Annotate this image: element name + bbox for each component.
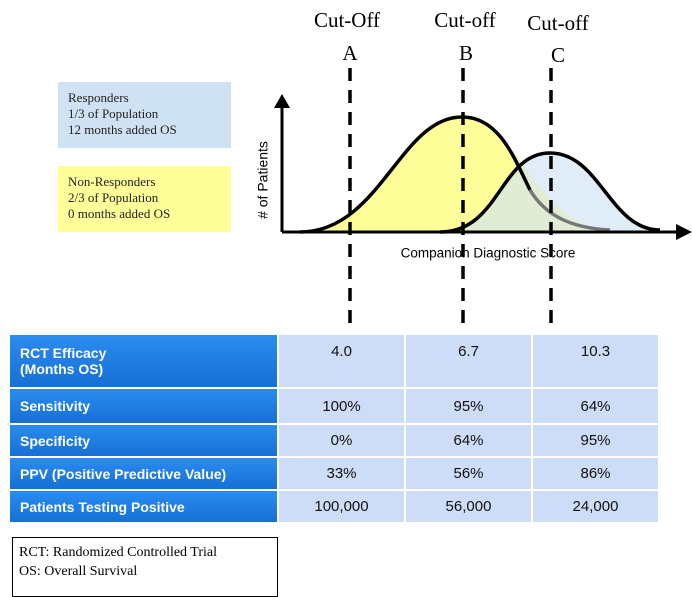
cutoff-letter: C	[551, 43, 565, 67]
table-cell: 95%	[404, 387, 533, 425]
legend-line: 0 months added OS	[68, 206, 171, 221]
table-row: Specificity 0% 64% 95%	[8, 423, 660, 458]
table-cell: 33%	[277, 456, 406, 491]
table-cell: 100,000	[277, 489, 406, 524]
table-row: Sensitivity 100% 95% 64%	[8, 387, 660, 425]
row-label-line: Patients Testing Positive	[20, 498, 185, 515]
table-cell: 64%	[531, 387, 660, 425]
row-label: PPV (Positive Predictive Value)	[8, 456, 279, 491]
table-cell: 24,000	[531, 489, 660, 524]
table-cell: 86%	[531, 456, 660, 491]
responder-curve	[439, 151, 661, 234]
table-row: Patients Testing Positive 100,000 56,000 24…	[8, 489, 660, 524]
x-arrow	[676, 224, 692, 240]
x-label-bg	[374, 243, 602, 263]
table-cell: 4.0	[277, 333, 406, 389]
row-label-line: Specificity	[20, 432, 91, 449]
table-cell: 6.7	[404, 333, 533, 389]
table-cell: 100%	[277, 387, 406, 425]
row-label: Patients Testing Positive	[8, 489, 279, 524]
cutoff-label: Cut-Off	[314, 8, 380, 32]
table-cell: 56,000	[404, 489, 533, 524]
non-responders-legend: Non-Responders 2/3 of Population 0 month…	[58, 166, 231, 232]
footnote-line: OS: Overall Survival	[19, 564, 138, 579]
row-label: RCT Efficacy (Months OS)	[8, 333, 279, 389]
row-label: Specificity	[8, 423, 279, 458]
cutoff-label: Cut-off	[434, 8, 495, 32]
y-arrow	[274, 94, 290, 108]
footnote-line: RCT: Randomized Controlled Trial	[19, 545, 218, 560]
cutoff-letter: A	[342, 41, 358, 65]
table-cell: 64%	[404, 423, 533, 458]
table-cell: 56%	[404, 456, 533, 491]
responder-area	[440, 153, 660, 232]
legend-line: Responders	[68, 90, 129, 105]
legend-line: Non-Responders	[68, 174, 156, 189]
y-axis-label: # of Patients	[255, 141, 271, 219]
row-label-line: PPV (Positive Predictive Value)	[20, 465, 227, 482]
table-row: PPV (Positive Predictive Value) 33% 56% 86%	[8, 456, 660, 491]
results-table: RCT Efficacy (Months OS) 4.0 6.7 10.3 Sensiti…	[8, 333, 660, 524]
footnote: RCT: Randomized Controlled Trial OS: Ove…	[12, 537, 278, 597]
table-cell: 10.3	[531, 333, 660, 389]
distribution-diagram: # of Patients Companion Diagnostic Score…	[255, 8, 692, 332]
table-cell: 0%	[277, 423, 406, 458]
cutoff-label: Cut-off	[527, 11, 588, 35]
non-responder-tail	[528, 189, 611, 232]
row-label: Sensitivity	[8, 387, 279, 425]
row-label-line: Sensitivity	[20, 398, 91, 414]
row-label-line: RCT Efficacy	[20, 345, 107, 361]
legend-line: 2/3 of Population	[68, 190, 159, 205]
x-axis-label: Companion Diagnostic Score	[401, 246, 576, 261]
legend-line: 1/3 of Population	[68, 106, 159, 121]
row-label-line: (Months OS)	[20, 361, 104, 377]
non-responder-curve	[299, 115, 532, 234]
cutoff-letter: B	[459, 41, 473, 65]
table-cell: 95%	[531, 423, 660, 458]
responders-legend: Responders 1/3 of Population 12 months a…	[58, 82, 231, 148]
table-row: RCT Efficacy (Months OS) 4.0 6.7 10.3	[8, 333, 660, 389]
legend-line: 12 months added OS	[68, 122, 177, 137]
